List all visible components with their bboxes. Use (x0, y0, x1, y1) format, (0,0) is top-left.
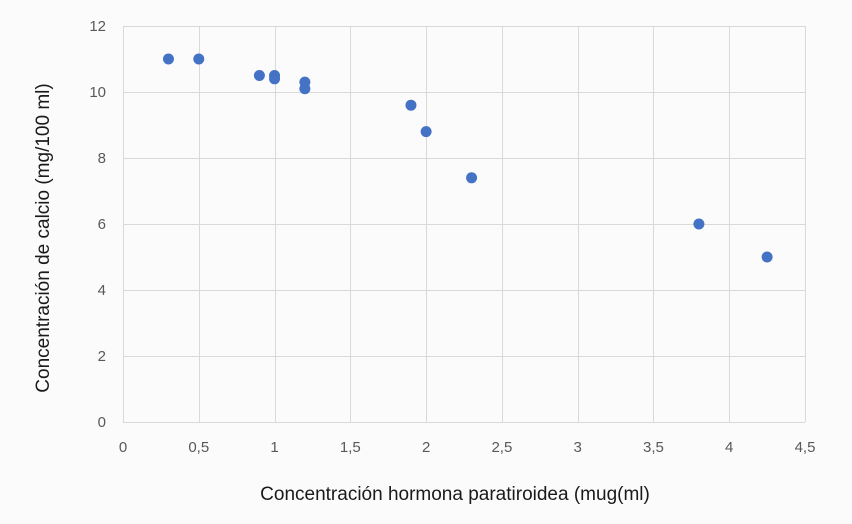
x-tick-label: 4 (725, 439, 733, 456)
y-tick-label: 10 (89, 84, 106, 101)
gridlines (123, 26, 806, 423)
y-tick-label: 8 (98, 150, 106, 167)
data-point (693, 218, 705, 230)
y-axis-title: Concentración de calcio (mg/100 ml) (33, 83, 54, 392)
data-points (162, 53, 773, 263)
x-tick-label: 3,5 (643, 439, 664, 456)
data-point (761, 251, 773, 263)
x-tick-label: 1 (270, 439, 278, 456)
x-tick-label: 1,5 (340, 439, 361, 456)
x-tick-label: 2,5 (491, 439, 512, 456)
data-point (466, 172, 478, 184)
data-point (253, 70, 265, 81)
tick-labels: 0 0,5 1 1,5 2 2,5 3 3,5 4 4,5 0 2 4 6 8 10 12 (89, 18, 815, 456)
y-tick-label: 6 (98, 216, 106, 233)
data-point (405, 99, 417, 111)
data-point (193, 53, 205, 65)
data-point (162, 53, 174, 65)
data-point (420, 126, 432, 138)
x-tick-label: 0,5 (188, 439, 209, 456)
x-tick-label: 4,5 (795, 439, 816, 456)
y-tick-label: 4 (98, 282, 106, 299)
x-axis-title: Concentración hormona paratiroidea (mug(… (260, 484, 650, 505)
y-tick-label: 2 (98, 348, 106, 365)
x-tick-label: 3 (573, 439, 581, 456)
data-point (299, 83, 311, 95)
y-tick-label: 12 (89, 18, 106, 35)
y-tick-label: 0 (98, 414, 106, 431)
data-point (269, 73, 281, 85)
x-tick-label: 2 (422, 439, 430, 456)
x-tick-label: 0 (119, 439, 127, 456)
